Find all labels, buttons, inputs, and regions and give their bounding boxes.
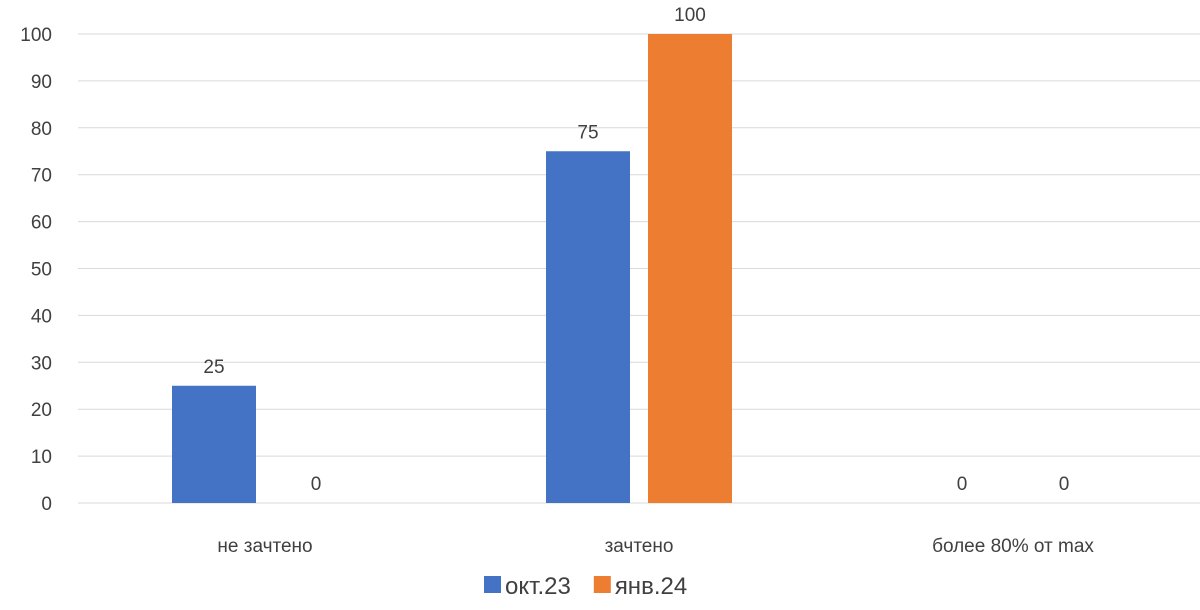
y-tick-label: 30 xyxy=(31,353,52,374)
legend-label: окт.23 xyxy=(505,573,571,600)
y-tick-label: 100 xyxy=(20,25,52,46)
category-labels: не зачтено зачтено более 80% от max xyxy=(217,536,1094,557)
y-tick-label: 80 xyxy=(31,119,52,140)
y-tick-label: 60 xyxy=(31,213,52,234)
y-tick-label: 50 xyxy=(31,260,52,281)
category-label: более 80% от max xyxy=(932,536,1094,557)
category-label: не зачтено xyxy=(217,536,312,557)
y-axis-ticks: 0 10 20 30 40 50 60 70 80 90 100 xyxy=(20,25,52,515)
data-label: 75 xyxy=(577,122,598,143)
y-tick-label: 10 xyxy=(31,447,52,468)
y-tick-label: 90 xyxy=(31,72,52,93)
data-label: 0 xyxy=(1059,474,1070,495)
data-label: 0 xyxy=(311,474,322,495)
bar-series1 xyxy=(172,385,256,503)
legend-label: янв.24 xyxy=(615,573,687,600)
bar-series2 xyxy=(648,34,732,503)
y-tick-label: 40 xyxy=(31,306,52,327)
legend-swatch xyxy=(593,576,611,593)
y-tick-label: 20 xyxy=(31,400,52,421)
data-label: 100 xyxy=(674,5,706,26)
data-label: 0 xyxy=(957,474,968,495)
bars xyxy=(172,34,732,503)
data-label: 25 xyxy=(203,357,224,378)
data-labels: 25 0 75 100 0 0 xyxy=(203,5,1069,495)
category-label: зачтено xyxy=(605,536,674,557)
y-tick-label: 70 xyxy=(31,166,52,187)
legend-swatch xyxy=(484,576,501,593)
bar-series1 xyxy=(546,151,630,503)
y-tick-label: 0 xyxy=(41,494,52,515)
gridlines xyxy=(78,33,1200,504)
legend: окт.23 янв.24 xyxy=(484,573,687,600)
